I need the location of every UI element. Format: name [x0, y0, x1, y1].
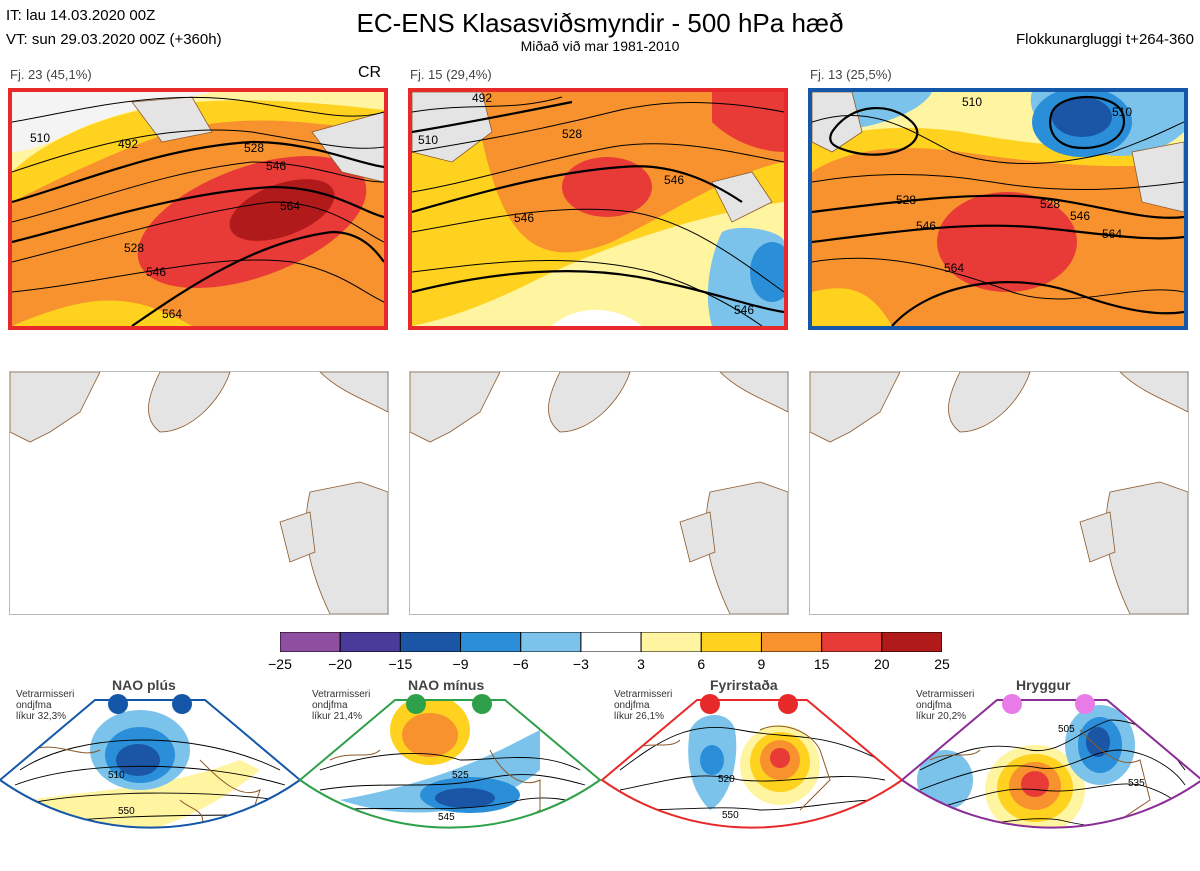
regime-1-contour-label: 550 [118, 806, 135, 817]
regime-2-contour-label: 545 [438, 812, 455, 823]
regime-3-dot-left [700, 694, 720, 714]
regime-3-info: Vetrarmisseri ondjfma líkur 26,1% [614, 689, 673, 722]
regime-4-name: Hryggur [1016, 677, 1071, 693]
colorbar-tick-label: 25 [934, 656, 950, 672]
colorbar-swatch [460, 632, 522, 652]
regime-4-info: Vetrarmisseri ondjfma líkur 20,2% [916, 689, 975, 722]
colorbar-tick-label: 9 [757, 656, 766, 672]
cluster-3-label: Fj. 13 (25,5%) [810, 67, 892, 82]
cluster-1-contour-label: 528 [124, 241, 144, 255]
colorbar-tick-label: −15 [388, 656, 413, 672]
regime-3-name: Fyrirstaða [710, 677, 778, 693]
colorbar-tick-label: 15 [813, 656, 830, 672]
cluster-3-contour-label: 510 [1112, 105, 1132, 119]
cluster-1-contour-label: 546 [266, 159, 286, 173]
cluster-3-contour-label: 510 [962, 95, 982, 109]
colorbar-swatch [700, 632, 762, 652]
cluster-2-contour-label: 546 [734, 303, 754, 317]
regime-2-contour-label: 565 [446, 850, 463, 861]
cluster-2-map: 492 510 528 546 546 546 [408, 88, 788, 330]
cluster-2-contour-label: 528 [562, 127, 582, 141]
cluster-1-contour-label: 546 [146, 265, 166, 279]
colorbar-swatch [640, 632, 702, 652]
classification-window: Flokkunargluggi t+264-360 [1015, 31, 1194, 48]
colorbar-tick-label: −25 [268, 656, 292, 672]
colorbar-tick-label: −9 [452, 656, 469, 672]
regime-1-contour-label: 510 [108, 770, 125, 781]
colorbar [280, 632, 942, 652]
cluster-2-contour-label: 546 [514, 211, 534, 225]
cluster-3-contour-label: 546 [1070, 209, 1090, 223]
regime-4-contour-label: 505 [1058, 724, 1075, 735]
regime-fans: 510 550 525 545 565 [0, 699, 1200, 861]
empty-map-1 [9, 371, 389, 615]
regime-2-name: NAO mínus [408, 677, 485, 693]
cluster-1-label: Fj. 23 (45,1%) [10, 67, 92, 82]
regime-1-frame [0, 699, 302, 829]
cluster-3-map: 510 510 528 528 546 546 564 564 [808, 88, 1188, 330]
regime-1-name: NAO plús [112, 677, 176, 693]
regime-3-contour-label: 560 [738, 834, 755, 845]
regime-2-contour-label: 525 [452, 770, 469, 781]
initial-time: IT: lau 14.03.2020 00Z [6, 7, 156, 24]
regime-4-contour-label: 535 [1128, 778, 1145, 789]
regime-1-info: Vetrarmisseri ondjfma líkur 32,3% [16, 689, 75, 722]
cluster-1-map: 492 510 528 528 546 546 564 564 [8, 88, 388, 330]
colorbar-tick-label: −6 [512, 656, 529, 672]
page-title: EC-ENS Klasasviðsmyndir - 500 hPa hæð [356, 8, 844, 38]
regime-2-dot-left [406, 694, 426, 714]
cluster-1-contour-label: 528 [244, 141, 264, 155]
colorbar-swatch [821, 632, 883, 652]
cluster-3-contour-label: 528 [896, 193, 916, 207]
empty-map-2 [409, 371, 789, 615]
colorbar-tick-label: −3 [572, 656, 589, 672]
colorbar-tick-label: 3 [637, 656, 645, 672]
cluster-1-contour-label: 564 [280, 199, 300, 213]
cluster-3-contour-label: 528 [1040, 197, 1060, 211]
regime-4-contour-label: 560 [1092, 836, 1109, 847]
regime-4-dot-left [1002, 694, 1022, 714]
cluster-2-contour-label: 510 [418, 133, 438, 147]
regime-2-dot-right [472, 694, 492, 714]
cluster-2-contour-label: 546 [664, 173, 684, 187]
regime-3-contour-label: 550 [722, 810, 739, 821]
regime-3-dot-right [778, 694, 798, 714]
regime-2-frame [298, 699, 602, 829]
colorbar-tick-label: 6 [697, 656, 706, 672]
colorbar-swatch [339, 632, 401, 652]
cluster-3-contour-label: 564 [944, 261, 964, 275]
colorbar-swatch [399, 632, 462, 652]
cluster-3-contour-label: 564 [1102, 227, 1122, 241]
regime-4-dot-right [1075, 694, 1095, 714]
regime-3-frame [600, 699, 904, 829]
regime-4-frame [900, 699, 1200, 829]
cluster-1-contour-label: 510 [30, 131, 50, 145]
empty-map-3 [809, 371, 1189, 615]
colorbar-swatch [520, 632, 582, 652]
regime-1-dot-right [172, 694, 192, 714]
cluster-1-contour-label: 564 [162, 307, 182, 321]
cluster-3-contour-label: 546 [916, 219, 936, 233]
page-subtitle: Miðað við mar 1981-2010 [520, 38, 680, 54]
cluster-1-tag: CR [358, 64, 382, 81]
colorbar-swatch [280, 632, 341, 652]
cluster-2-label: Fj. 15 (29,4%) [410, 67, 492, 82]
cluster-2-contour-label: 492 [472, 92, 492, 105]
regime-1-dot-left [108, 694, 128, 714]
colorbar-swatch [580, 632, 642, 652]
regime-2-info: Vetrarmisseri ondjfma líkur 21,4% [312, 689, 371, 722]
colorbar-tick-label: −20 [328, 656, 353, 672]
colorbar-tick-label: 20 [874, 656, 890, 672]
regime-3-contour-label: 520 [718, 774, 735, 785]
valid-time: VT: sun 29.03.2020 00Z (+360h) [6, 31, 222, 48]
colorbar-swatch [881, 632, 942, 652]
colorbar-swatch [760, 632, 823, 652]
cluster-1-contour-label: 492 [118, 137, 138, 151]
